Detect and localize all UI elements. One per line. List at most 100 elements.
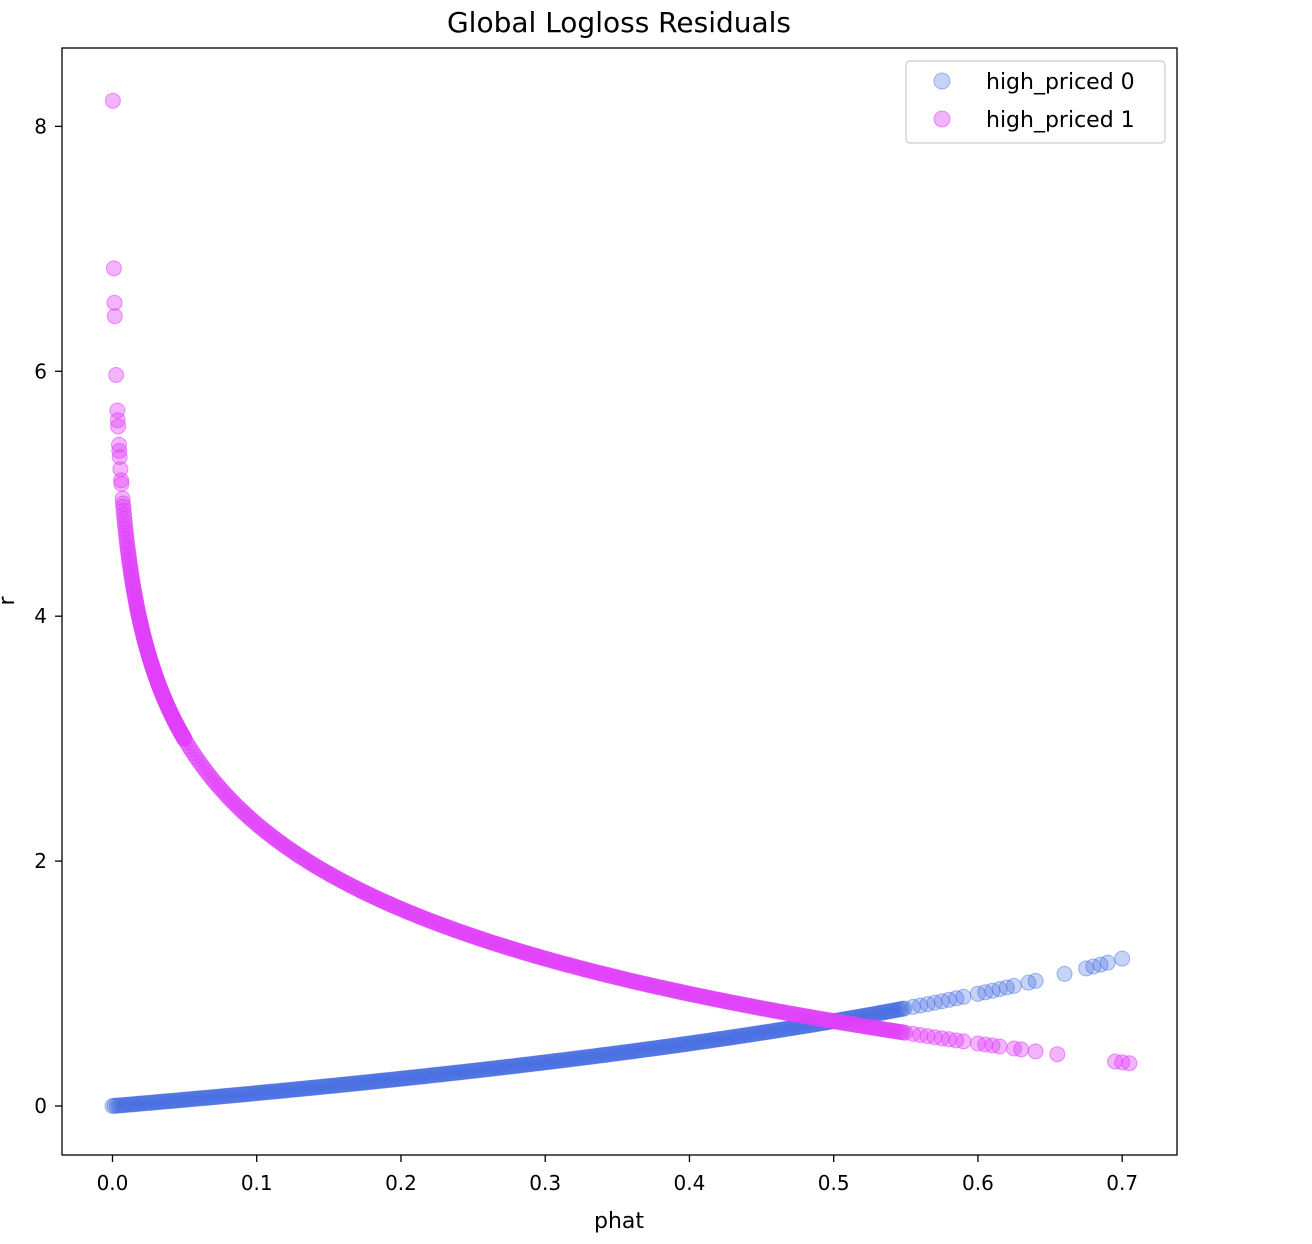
scatter-point-high-priced-0 — [359, 1074, 376, 1091]
scatter-point-high-priced-0 — [193, 1090, 210, 1107]
scatter-point-high-priced-0 — [385, 1071, 402, 1088]
scatter-point-high-priced-1 — [108, 367, 125, 383]
scatter-point-high-priced-0 — [727, 1028, 744, 1045]
scatter-point-high-priced-0 — [461, 1063, 478, 1080]
scatter-point-high-priced-0 — [537, 1054, 554, 1071]
scatter-point-high-priced-0 — [874, 1004, 891, 1021]
scatter-point-high-priced-0 — [742, 1026, 759, 1043]
scatter-point-high-priced-0 — [619, 1043, 636, 1060]
scatter-point-high-priced-0 — [225, 1087, 242, 1104]
scatter-point-high-priced-0 — [912, 997, 929, 1014]
scatter-point-high-priced-0 — [509, 1057, 526, 1074]
scatter-point-high-priced-0 — [716, 1030, 733, 1047]
scatter-point-high-priced-0 — [876, 1004, 893, 1021]
points-layer — [104, 92, 1138, 1114]
scatter-point-high-priced-0 — [459, 1063, 476, 1080]
scatter-point-high-priced-0 — [111, 1097, 127, 1114]
scatter-point-high-priced-0 — [249, 1085, 266, 1101]
scatter-point-high-priced-0 — [587, 1048, 603, 1065]
scatter-point-high-priced-0 — [381, 1071, 398, 1088]
scatter-point-high-priced-0 — [178, 1091, 194, 1108]
scatter-point-high-priced-0 — [729, 1028, 746, 1045]
scatter-point-high-priced-0 — [470, 1062, 487, 1079]
scatter-point-high-priced-0 — [762, 1023, 779, 1040]
scatter-point-high-priced-0 — [104, 1098, 121, 1114]
legend-box — [905, 60, 1166, 144]
scatter-point-high-priced-0 — [407, 1069, 424, 1086]
scatter-point-high-priced-0 — [645, 1040, 662, 1057]
scatter-point-high-priced-1 — [1027, 1043, 1044, 1060]
scatter-point-high-priced-0 — [314, 1078, 331, 1095]
scatter-point-high-priced-0 — [147, 1094, 164, 1111]
scatter-point-high-priced-0 — [212, 1088, 229, 1105]
scatter-point-high-priced-0 — [714, 1030, 731, 1047]
scatter-point-high-priced-0 — [124, 1096, 140, 1113]
scatter-point-high-priced-0 — [247, 1085, 264, 1102]
scatter-point-high-priced-0 — [500, 1058, 517, 1075]
scatter-point-high-priced-0 — [171, 1092, 188, 1109]
scatter-point-high-priced-0 — [595, 1047, 612, 1063]
scatter-point-high-priced-0 — [693, 1033, 709, 1050]
scatter-point-high-priced-0 — [405, 1069, 422, 1086]
scatter-point-high-priced-0 — [106, 1097, 123, 1114]
scatter-point-high-priced-0 — [489, 1060, 506, 1076]
scatter-point-high-priced-0 — [554, 1052, 571, 1069]
scatter-point-high-priced-0 — [444, 1065, 461, 1082]
y-tick-label: 8 — [34, 114, 47, 138]
scatter-point-high-priced-0 — [719, 1030, 735, 1046]
scatter-point-high-priced-0 — [485, 1060, 502, 1077]
scatter-point-high-priced-0 — [736, 1027, 753, 1044]
scatter-point-high-priced-1 — [1121, 1055, 1138, 1072]
scatter-point-high-priced-0 — [563, 1051, 580, 1068]
scatter-point-high-priced-0 — [628, 1042, 645, 1059]
scatter-point-high-priced-0 — [310, 1079, 326, 1096]
scatter-point-high-priced-1 — [113, 472, 130, 489]
scatter-point-high-priced-0 — [327, 1077, 344, 1094]
scatter-point-high-priced-0 — [158, 1093, 175, 1110]
scatter-point-high-priced-0 — [712, 1031, 729, 1047]
scatter-point-high-priced-0 — [753, 1024, 770, 1041]
scatter-point-high-priced-0 — [294, 1080, 311, 1097]
scatter-point-high-priced-0 — [567, 1050, 584, 1067]
scatter-point-high-priced-0 — [366, 1073, 383, 1090]
scatter-point-high-priced-0 — [230, 1086, 246, 1103]
scatter-point-high-priced-0 — [770, 1022, 787, 1039]
scatter-point-high-priced-0 — [721, 1029, 738, 1046]
scatter-point-high-priced-0 — [723, 1029, 740, 1046]
scatter-point-high-priced-0 — [208, 1088, 225, 1105]
scatter-point-high-priced-0 — [413, 1068, 430, 1085]
scatter-point-high-priced-0 — [113, 1097, 130, 1114]
scatter-point-high-priced-0 — [677, 1036, 694, 1052]
scatter-point-high-priced-0 — [331, 1077, 348, 1093]
scatter-point-high-priced-0 — [342, 1075, 359, 1092]
scatter-point-high-priced-0 — [403, 1069, 420, 1086]
scatter-point-high-priced-0 — [1092, 956, 1109, 973]
scatter-point-high-priced-0 — [660, 1038, 677, 1055]
scatter-point-high-priced-0 — [647, 1040, 664, 1057]
scatter-point-high-priced-0 — [281, 1081, 298, 1098]
scatter-point-high-priced-0 — [431, 1066, 448, 1083]
scatter-point-high-priced-0 — [398, 1070, 415, 1087]
scatter-point-high-priced-0 — [448, 1064, 465, 1081]
scatter-point-high-priced-0 — [468, 1062, 484, 1079]
scatter-point-high-priced-0 — [905, 998, 921, 1015]
scatter-point-high-priced-0 — [662, 1038, 679, 1055]
x-tick-label: 0.4 — [674, 1171, 706, 1195]
x-tick-label: 0.7 — [1106, 1171, 1138, 1195]
scatter-point-high-priced-0 — [569, 1050, 586, 1067]
scatter-point-high-priced-0 — [574, 1049, 590, 1066]
scatter-point-high-priced-0 — [338, 1076, 355, 1093]
scatter-point-high-priced-0 — [1056, 965, 1073, 982]
scatter-point-high-priced-0 — [955, 988, 972, 1005]
scatter-point-high-priced-0 — [260, 1084, 277, 1100]
scatter-point-high-priced-0 — [232, 1086, 249, 1103]
scatter-point-high-priced-0 — [481, 1061, 497, 1077]
scatter-point-high-priced-0 — [316, 1078, 333, 1095]
scatter-point-high-priced-0 — [351, 1075, 368, 1092]
scatter-point-high-priced-0 — [325, 1077, 342, 1094]
scatter-point-high-priced-0 — [422, 1067, 439, 1084]
scatter-point-high-priced-0 — [933, 993, 950, 1010]
scatter-point-high-priced-0 — [636, 1041, 653, 1058]
scatter-point-high-priced-0 — [606, 1045, 623, 1062]
scatter-point-high-priced-0 — [253, 1084, 270, 1101]
